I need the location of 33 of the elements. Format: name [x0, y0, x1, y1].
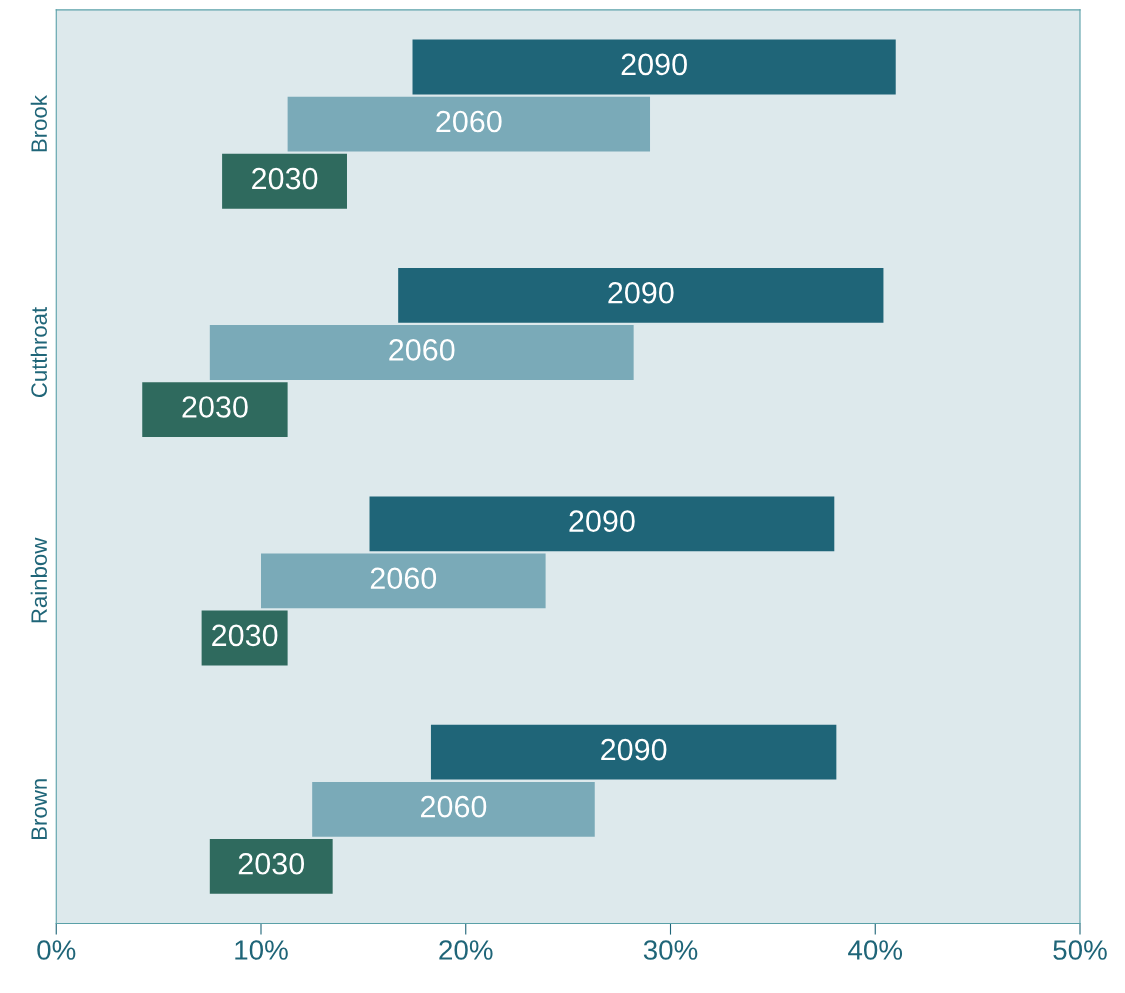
bar [209, 838, 333, 894]
text: 2090 [601, 738, 667, 761]
series-label: 2030 [212, 624, 278, 647]
x-tick-label: 40% [848, 940, 903, 960]
text: 2060 [436, 110, 502, 133]
text: 2030 [252, 167, 318, 190]
text: 2030 [238, 852, 305, 875]
bar [222, 153, 347, 209]
bar [261, 553, 546, 609]
text: 2060 [370, 567, 437, 590]
bar [430, 724, 837, 780]
bar [312, 781, 595, 837]
bar [287, 96, 651, 152]
text: 2060 [421, 795, 487, 818]
x-tick-label: 0% [37, 940, 76, 960]
series-label: 2060 [389, 339, 455, 361]
y-tick-label: Cutthroat [30, 306, 47, 398]
x-tick-label: 10% [235, 940, 288, 960]
x-tick-label: 50% [1053, 940, 1107, 960]
text: 2030 [182, 396, 248, 418]
bar [142, 382, 288, 438]
bar [412, 39, 896, 95]
bar [209, 325, 634, 380]
bar [369, 496, 835, 552]
y-tick-label: Brown [31, 779, 47, 839]
x-tick-label: 20% [439, 940, 493, 960]
text: 2090 [569, 510, 635, 533]
y-tick-label: Rainbow [30, 537, 47, 623]
series-label: 2090 [621, 53, 687, 76]
bar [398, 268, 884, 323]
y-tick-label: Brook [30, 95, 47, 152]
x-tick-label: 30% [643, 940, 698, 960]
text: 2090 [608, 281, 674, 304]
